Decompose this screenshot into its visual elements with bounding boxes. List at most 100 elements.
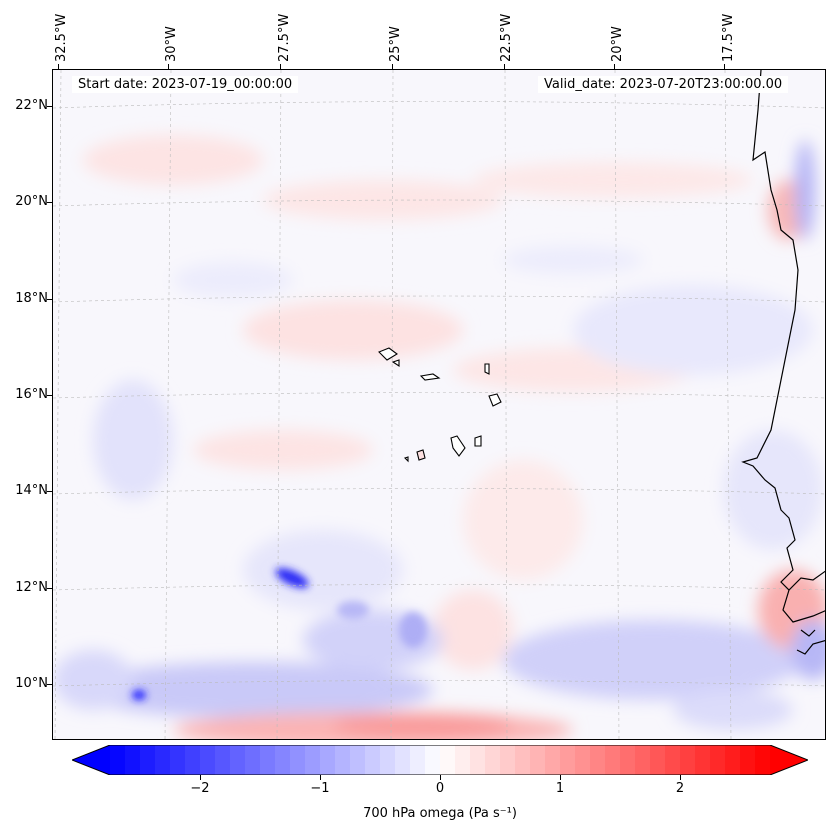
colorbar-segment bbox=[500, 745, 516, 775]
colorbar-segment bbox=[560, 745, 576, 775]
colorbar-segment bbox=[200, 745, 216, 775]
lat-label-20n: 20°N bbox=[15, 194, 48, 209]
colorbar-tick-label: −2 bbox=[190, 781, 210, 796]
colorbar-segment bbox=[125, 745, 141, 775]
lat-label-14n: 14°N bbox=[15, 483, 48, 498]
island-fogo bbox=[416, 449, 426, 461]
tick-lon-3 bbox=[280, 64, 281, 69]
colorbar-tick bbox=[560, 775, 561, 780]
island-sao-vicente bbox=[391, 359, 400, 368]
colorbar-segment bbox=[230, 745, 246, 775]
colorbar-segment bbox=[275, 745, 291, 775]
lon-label-20w: 20°W bbox=[610, 26, 625, 62]
colorbar-segment bbox=[245, 745, 261, 775]
colorbar-segment bbox=[665, 745, 681, 775]
colorbar-segment bbox=[725, 745, 741, 775]
africa-coastline bbox=[741, 70, 825, 591]
colorbar-segment bbox=[395, 745, 411, 775]
lat-label-16n: 16°N bbox=[15, 387, 48, 402]
colorbar-segment bbox=[470, 745, 486, 775]
gridlines bbox=[53, 70, 825, 739]
colorbar-segment bbox=[530, 745, 546, 775]
colorbar-segment bbox=[710, 745, 726, 775]
lon-label-25w: 25°W bbox=[388, 26, 403, 62]
colorbar-extend-min bbox=[72, 745, 110, 775]
island-santo-antao bbox=[378, 347, 398, 361]
island-maio bbox=[474, 435, 482, 447]
colorbar-segment bbox=[350, 745, 366, 775]
lat-label-12n: 12°N bbox=[15, 580, 48, 595]
colorbar-segment bbox=[515, 745, 531, 775]
strong-ascent-cells bbox=[132, 568, 427, 700]
colorbar-segment bbox=[260, 745, 276, 775]
colorbar-segment bbox=[215, 745, 231, 775]
colorbar-tick-label: 0 bbox=[435, 781, 445, 796]
colorbar-segment bbox=[110, 745, 126, 775]
tick-lon-2 bbox=[168, 64, 169, 69]
lon-label-17-5w: 17.5°W bbox=[721, 13, 736, 62]
colorbar-extend-max bbox=[770, 745, 808, 775]
colorbar-segment bbox=[650, 745, 666, 775]
lat-label-18n: 18°N bbox=[15, 291, 48, 306]
tick-lon-6 bbox=[614, 64, 615, 69]
tick-lon-4 bbox=[392, 64, 393, 69]
colorbar-segment bbox=[380, 745, 396, 775]
colorbar-segment bbox=[635, 745, 651, 775]
colorbar-tick bbox=[320, 775, 321, 780]
tick-lat-3 bbox=[47, 299, 52, 300]
lon-label-27-5w: 27.5°W bbox=[277, 13, 292, 62]
island-brava bbox=[403, 456, 409, 463]
tick-lat-5 bbox=[47, 491, 52, 492]
valid-date-label: Valid_date: 2023-07-20T23:00:00.00 bbox=[538, 76, 789, 93]
colorbar-segment bbox=[320, 745, 336, 775]
colorbar-segment bbox=[425, 745, 441, 775]
island-sal bbox=[484, 363, 490, 375]
colorbar-segment bbox=[620, 745, 636, 775]
colorbar-segment bbox=[455, 745, 471, 775]
colorbar-tick bbox=[200, 775, 201, 780]
tick-lat-1 bbox=[47, 106, 52, 107]
island-sao-nicolau bbox=[419, 373, 441, 381]
colorbar-tick-label: −1 bbox=[310, 781, 330, 796]
coastlines bbox=[741, 70, 825, 655]
omega-field-map bbox=[53, 70, 825, 739]
colorbar-segment bbox=[545, 745, 561, 775]
colorbar-tick-label: 2 bbox=[675, 781, 685, 796]
lon-label-22-5w: 22.5°W bbox=[499, 13, 514, 62]
lat-label-10n: 10°N bbox=[15, 676, 48, 691]
colorbar-segment bbox=[365, 745, 381, 775]
colorbar-tick-label: 1 bbox=[555, 781, 565, 796]
island-santiago bbox=[450, 435, 466, 457]
colorbar-tick bbox=[440, 775, 441, 780]
colorbar-segment bbox=[605, 745, 621, 775]
island-boa-vista bbox=[488, 393, 502, 407]
lon-label-30w: 30°W bbox=[164, 26, 179, 62]
colorbar-segment bbox=[485, 745, 501, 775]
omega-contours bbox=[53, 135, 825, 739]
colorbar-segment bbox=[680, 745, 696, 775]
colorbar bbox=[70, 744, 810, 776]
colorbar-segment bbox=[290, 745, 306, 775]
tick-lat-6 bbox=[47, 588, 52, 589]
start-date-label: Start date: 2023-07-19_00:00:00 bbox=[72, 76, 299, 93]
map-panel[interactable] bbox=[52, 69, 826, 740]
cape-verde-islands bbox=[378, 347, 502, 463]
colorbar-segment bbox=[155, 745, 171, 775]
lon-label-32-5w: 32.5°W bbox=[54, 13, 69, 62]
colorbar-segment bbox=[440, 745, 456, 775]
tick-lon-1 bbox=[58, 64, 59, 69]
tick-lat-7 bbox=[47, 684, 52, 685]
colorbar-segment bbox=[695, 745, 711, 775]
colorbar-segment bbox=[590, 745, 606, 775]
tick-lon-5 bbox=[504, 64, 505, 69]
colorbar-segment bbox=[305, 745, 321, 775]
colorbar-segment bbox=[410, 745, 426, 775]
colorbar-segment bbox=[755, 745, 771, 775]
tick-lon-7 bbox=[724, 64, 725, 69]
colorbar-segment bbox=[185, 745, 201, 775]
colorbar-segment bbox=[335, 745, 351, 775]
colorbar-segment bbox=[170, 745, 186, 775]
tick-lat-4 bbox=[47, 395, 52, 396]
lat-label-22n: 22°N bbox=[15, 98, 48, 113]
colorbar-svg bbox=[70, 744, 810, 776]
